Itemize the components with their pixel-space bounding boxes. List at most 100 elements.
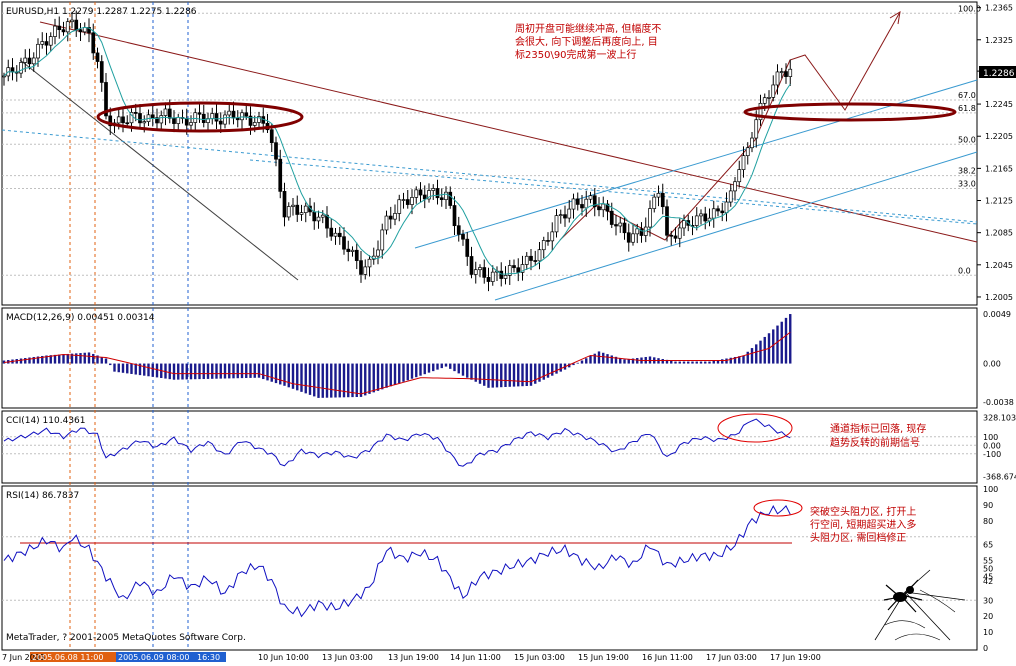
candle-body [414, 189, 419, 198]
candle-body [550, 231, 555, 242]
current-price-box [979, 66, 1016, 78]
fib-level-label: 50.0 [958, 135, 976, 144]
macd-bar [364, 363, 367, 396]
rsi-levels [2, 536, 977, 601]
macd-bar [619, 358, 622, 364]
candle-body [558, 214, 563, 216]
time-tick-label: 17 Jun 03:00 [706, 653, 757, 662]
candle-body [401, 199, 406, 201]
candle-body [448, 191, 453, 206]
candle-body [733, 181, 737, 192]
macd-bar [283, 363, 286, 386]
macd-bar [733, 356, 737, 364]
macd-bar [317, 363, 320, 398]
candle-body [159, 115, 164, 124]
candle-body [193, 112, 198, 123]
candle-body [716, 208, 720, 212]
candle-body [758, 102, 763, 121]
rsi-tick-label: 90 [983, 501, 993, 510]
macd-bar [164, 363, 167, 379]
macd-bar [750, 348, 754, 364]
candle-body [724, 201, 729, 214]
macd-bar [580, 360, 584, 364]
macd-bar [500, 363, 503, 388]
candle-body [524, 255, 529, 265]
macd-bar [398, 363, 401, 384]
candle-body [337, 232, 342, 238]
macd-bar [542, 363, 545, 380]
main-annotation-line-2: 会很大, 向下调整后再度向上, 目 [515, 35, 658, 48]
macd-bar [708, 361, 711, 364]
macd-bar [215, 363, 218, 379]
macd-bar [266, 363, 269, 381]
macd-bar [538, 363, 541, 382]
consolidation-ellipse [96, 101, 304, 133]
rsi-annotation-line-3: 头阻力区, 需回档修正 [810, 531, 906, 544]
candle-body [2, 75, 6, 78]
candle-body [189, 122, 193, 126]
macd-bar [240, 363, 244, 379]
macd-bar [249, 363, 252, 378]
macd-bar [385, 363, 388, 388]
candle-body [342, 236, 346, 250]
rsi-tick-label: 65 [983, 541, 993, 550]
candle-body [665, 206, 669, 236]
candle-body [601, 203, 606, 211]
macd-bar [525, 363, 528, 386]
macd-bar [202, 363, 205, 380]
candle-body [609, 210, 614, 225]
candle-body [214, 113, 219, 122]
candle-body [291, 204, 295, 207]
candle-body [384, 215, 389, 231]
macd-bar [534, 363, 537, 384]
candle-body [95, 52, 100, 62]
price-tick-label: 1.2205 [985, 132, 1013, 141]
candle-body [184, 117, 189, 126]
time-tick-label: 17 Jun 19:00 [770, 653, 821, 662]
macd-bar [211, 363, 214, 379]
candle-body [418, 189, 423, 196]
candle-body [588, 195, 593, 200]
macd-bar [66, 353, 69, 364]
macd-bar [772, 329, 775, 364]
fib-level-label: 67.0 [958, 91, 976, 100]
macd-bar [92, 353, 95, 364]
macd-bar [687, 361, 690, 364]
date-highlight-orange [30, 652, 116, 662]
macd-bar [755, 344, 758, 364]
candle-body [575, 198, 580, 205]
candle-body [656, 192, 661, 198]
macd-label: MACD(12,26,9) 0.00451 0.00314 [6, 313, 155, 323]
macd-bar [393, 363, 397, 385]
macd-bar [402, 363, 405, 382]
macd-bar [738, 356, 741, 364]
candle-body [325, 214, 329, 229]
moving-average [3, 26, 791, 275]
candle-body [507, 265, 512, 276]
candle-body [788, 68, 793, 77]
candle-body [439, 197, 444, 200]
price-tick-label: 1.2005 [985, 293, 1013, 302]
candle-body [648, 208, 652, 228]
candle-body [546, 240, 550, 242]
candle-body [354, 249, 359, 261]
macd-bar [41, 355, 44, 364]
candle-body [720, 210, 725, 214]
cci-levels [2, 436, 977, 455]
macd-bar [597, 351, 601, 364]
macd-bar [126, 363, 129, 374]
macd-bar [784, 317, 788, 364]
macd-bar [508, 363, 511, 387]
macd-bar [487, 363, 490, 388]
macd-bar [172, 363, 176, 380]
cci-panel-frame [1, 410, 978, 484]
cci-annotation-line-1: 通道指标已回落, 现存 [830, 422, 926, 435]
cci-tick-label: -100 [983, 450, 1001, 459]
macd-bar [194, 363, 197, 380]
macd-bar [776, 325, 779, 364]
macd-bar [712, 360, 715, 364]
candle-body [248, 115, 253, 126]
macd-bar [83, 352, 86, 364]
dashed-resistance-line [249, 159, 978, 225]
